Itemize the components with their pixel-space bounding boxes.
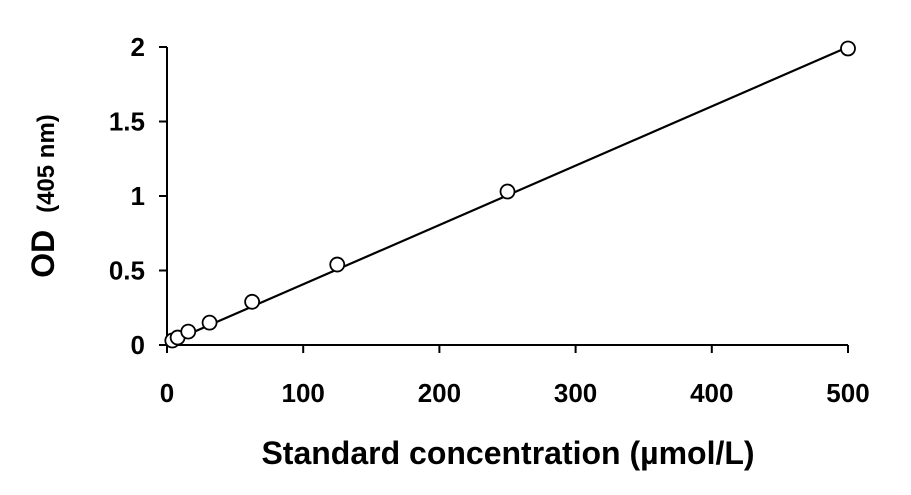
data-point <box>180 323 197 340</box>
y-tick-label: 1 <box>131 181 145 211</box>
y-ticks: 0 0.5 1 1.5 2 <box>109 32 167 360</box>
data-point <box>329 256 346 273</box>
data-point <box>244 293 261 310</box>
data-points <box>164 40 856 349</box>
x-tick-label: 300 <box>554 378 597 408</box>
x-tick-label: 100 <box>282 378 325 408</box>
x-tick-label: 0 <box>160 378 174 408</box>
data-point <box>840 40 856 57</box>
x-tick-label: 500 <box>826 378 869 408</box>
x-tick-label: 200 <box>418 378 461 408</box>
y-tick-label: 2 <box>131 32 145 62</box>
y-axis-title-unit: (405 nm) <box>33 114 60 213</box>
data-point <box>201 314 218 331</box>
y-axis-title: OD (405 nm) <box>25 114 61 278</box>
x-ticks: 0 100 200 300 400 500 <box>160 345 870 408</box>
x-axis-title: Standard concentration (µmol/L) <box>261 435 754 471</box>
y-axis-title-main: OD <box>25 230 61 278</box>
y-tick-label: 0 <box>131 330 145 360</box>
x-tick-label: 400 <box>690 378 733 408</box>
data-point <box>499 183 516 200</box>
y-tick-label: 1.5 <box>109 107 145 137</box>
y-tick-label: 0.5 <box>109 256 145 286</box>
